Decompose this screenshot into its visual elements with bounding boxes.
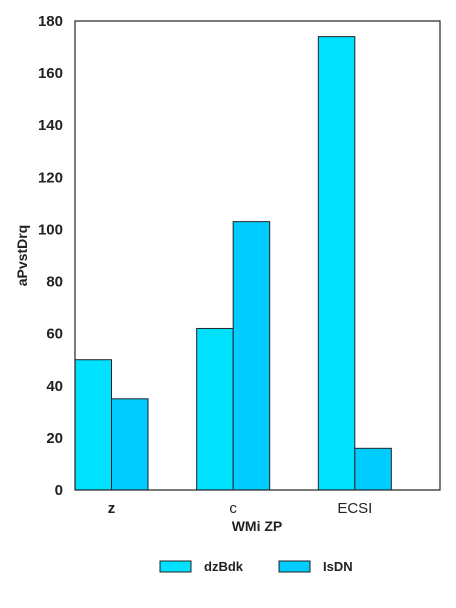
- x-tick-label: c: [229, 500, 237, 517]
- bar-dzBdk-c: [196, 327, 234, 491]
- y-tick-label: 180: [38, 13, 63, 30]
- bar-dzBdk-ECSI: [317, 36, 356, 491]
- y-tick-label: 160: [38, 65, 63, 82]
- legend-label-dzBdk: dzBdk: [204, 559, 244, 574]
- legend: dzBdk IsDN: [159, 559, 353, 574]
- y-tick-label: 80: [46, 274, 63, 291]
- y-tick-label: 0: [55, 482, 63, 499]
- legend-swatch-dzBdk: [159, 560, 192, 573]
- y-tick-label: 100: [38, 221, 63, 238]
- x-tick-label: ECSI: [337, 500, 372, 517]
- x-tick-label: z: [108, 500, 116, 517]
- plot-frame: [74, 20, 441, 491]
- legend-swatch-IsDN: [278, 560, 311, 573]
- bar-dzBdk-z: [74, 359, 112, 491]
- bar-IsDN-c: [232, 221, 271, 491]
- y-tick-label: 140: [38, 117, 63, 134]
- y-tick-label: 20: [46, 430, 63, 447]
- y-tick-label: 60: [46, 326, 63, 343]
- bar-IsDN-ECSI: [354, 447, 392, 491]
- bars-group: [74, 36, 392, 491]
- y-tick-label: 120: [38, 169, 63, 186]
- bar-IsDN-z: [111, 398, 149, 491]
- y-axis-title: aPvstDrq: [14, 225, 30, 286]
- y-axis-ticks: 0 20 40 60 80 100 120 140 160 180: [38, 13, 63, 499]
- x-axis-title: WMi ZP: [232, 518, 283, 534]
- x-axis-ticks: z c ECSI: [108, 500, 373, 517]
- y-tick-label: 40: [46, 378, 63, 395]
- legend-label-IsDN: IsDN: [323, 559, 353, 574]
